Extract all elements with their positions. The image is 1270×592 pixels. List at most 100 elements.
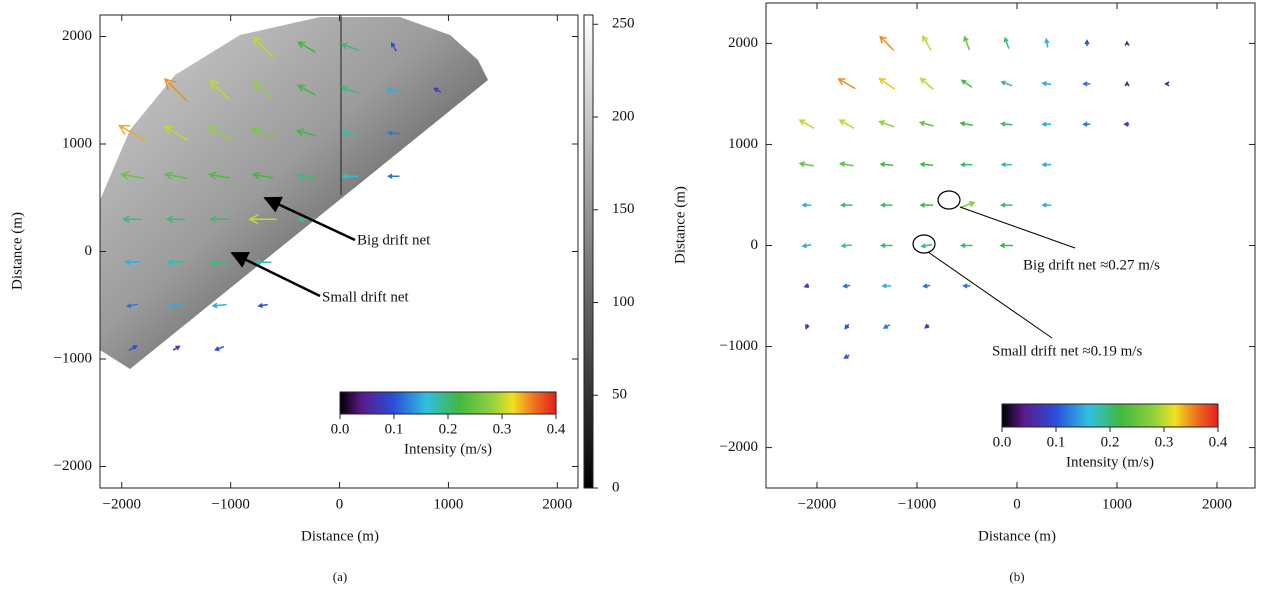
velocity-arrow [252, 171, 274, 180]
velocity-arrow [1124, 80, 1130, 87]
velocity-arrow [843, 354, 850, 359]
velocity-arrow [167, 302, 184, 309]
velocity-arrow [920, 243, 933, 249]
x-tick-label: 2000 [1202, 496, 1232, 512]
velocity-arrow [960, 79, 973, 88]
y-tick-label: 0 [751, 237, 759, 253]
y-tick-label: 2000 [728, 35, 758, 51]
colorbar-tick-label: 0.3 [493, 421, 512, 437]
y-tick-label: 2000 [62, 28, 92, 44]
velocity-arrow [922, 283, 931, 289]
velocity-arrow [999, 202, 1013, 208]
x-tick-label: −1000 [898, 496, 936, 512]
velocity-arrow [387, 130, 400, 136]
velocity-arrow [879, 35, 895, 51]
velocity-arrow [918, 120, 934, 127]
annotation-ellipse [937, 190, 961, 210]
x-tick-label: 1000 [1102, 496, 1132, 512]
panel-label: (a) [333, 569, 347, 584]
velocity-arrow [172, 345, 181, 351]
colorbar-tick-label: 0.2 [439, 421, 458, 437]
velocity-arrow [879, 161, 894, 168]
velocity-arrow [209, 215, 229, 223]
velocity-arrow [837, 78, 856, 90]
velocity-arrow [803, 283, 810, 289]
velocity-arrow [257, 302, 268, 309]
radar-image [100, 17, 488, 369]
y-tick-label: 0 [85, 243, 93, 259]
panel-label: (b) [1009, 569, 1024, 584]
velocity-arrow [433, 87, 442, 93]
x-tick-label: 0 [336, 496, 344, 512]
velocity-arrow [924, 323, 930, 329]
velocity-arrow [207, 126, 232, 141]
image-colorbar-tick-label: 50 [612, 387, 627, 403]
velocity-arrow [922, 34, 932, 51]
colorbar-tick-label: 0.0 [331, 421, 350, 437]
image-colorbar-tick-label: 0 [612, 479, 620, 495]
velocity-arrow [999, 121, 1013, 127]
velocity-arrow [963, 35, 971, 51]
velocity-arrow [879, 242, 893, 249]
velocity-arrow [163, 78, 188, 102]
velocity-arrow [840, 243, 852, 249]
velocity-arrow [1082, 81, 1091, 87]
velocity-arrow [881, 283, 892, 289]
velocity-arrow [919, 77, 934, 90]
annotation: Big drift net ≈0.27 m/s [1023, 257, 1160, 273]
y-tick-label: −1000 [720, 338, 758, 354]
velocity-arrow [1041, 162, 1052, 168]
velocity-arrow [842, 283, 851, 289]
velocity-arrow [296, 172, 316, 180]
velocity-arrow [120, 171, 144, 180]
velocity-arrow [128, 345, 138, 352]
colorbar-tick-label: 0.1 [385, 421, 404, 437]
annotation: Small drift net [322, 289, 409, 305]
image-colorbar-tick-label: 150 [612, 201, 635, 217]
velocity-arrow [385, 86, 401, 93]
velocity-arrow [801, 243, 812, 249]
velocity-arrow [166, 258, 185, 266]
velocity-arrow [390, 41, 397, 52]
velocity-arrow [999, 242, 1014, 249]
velocity-arrow [959, 162, 973, 168]
velocity-arrow [340, 85, 360, 95]
velocity-arrow [878, 77, 895, 90]
velocity-arrow [296, 84, 316, 96]
velocity-arrow [1123, 121, 1130, 127]
velocity-arrow [959, 201, 976, 209]
velocity-arrow [118, 124, 147, 142]
velocity-arrow [959, 242, 973, 249]
velocity-arrow [844, 323, 850, 330]
velocity-arrow [1041, 202, 1052, 208]
velocity-arrow [253, 258, 272, 266]
x-axis-label: Distance (m) [301, 528, 379, 544]
velocity-arrow [919, 202, 934, 208]
y-tick-label: 1000 [728, 136, 758, 152]
velocity-arrow [252, 81, 274, 99]
velocity-arrow [882, 324, 891, 329]
colorbar-label: Intensity (m/s) [1066, 454, 1154, 470]
annotation-ellipse [912, 234, 936, 254]
velocity-arrow [209, 258, 229, 266]
annotation: Small drift net ≈0.19 m/s [992, 343, 1142, 359]
velocity-arrow [1041, 121, 1052, 127]
image-colorbar-tick-label: 250 [612, 16, 635, 32]
y-tick-label: −2000 [54, 458, 92, 474]
velocity-arrow [801, 202, 812, 208]
velocity-arrow [163, 125, 189, 141]
velocity-arrow [250, 127, 275, 138]
annotation-arrow [263, 196, 356, 242]
velocity-arrow [1041, 81, 1052, 87]
colorbar-tick-label: 0.0 [993, 434, 1012, 450]
velocity-arrow [878, 120, 895, 128]
x-tick-label: 0 [1013, 496, 1021, 512]
velocity-arrow [1003, 36, 1010, 49]
y-tick-label: −2000 [720, 439, 758, 455]
colorbar-tick-label: 0.1 [1047, 434, 1066, 450]
colorbar-tick-label: 0.4 [547, 421, 566, 437]
velocity-arrow [798, 119, 815, 130]
colorbar-tick-label: 0.4 [1209, 434, 1228, 450]
velocity-arrow [962, 283, 971, 289]
image-colorbar [583, 14, 594, 489]
